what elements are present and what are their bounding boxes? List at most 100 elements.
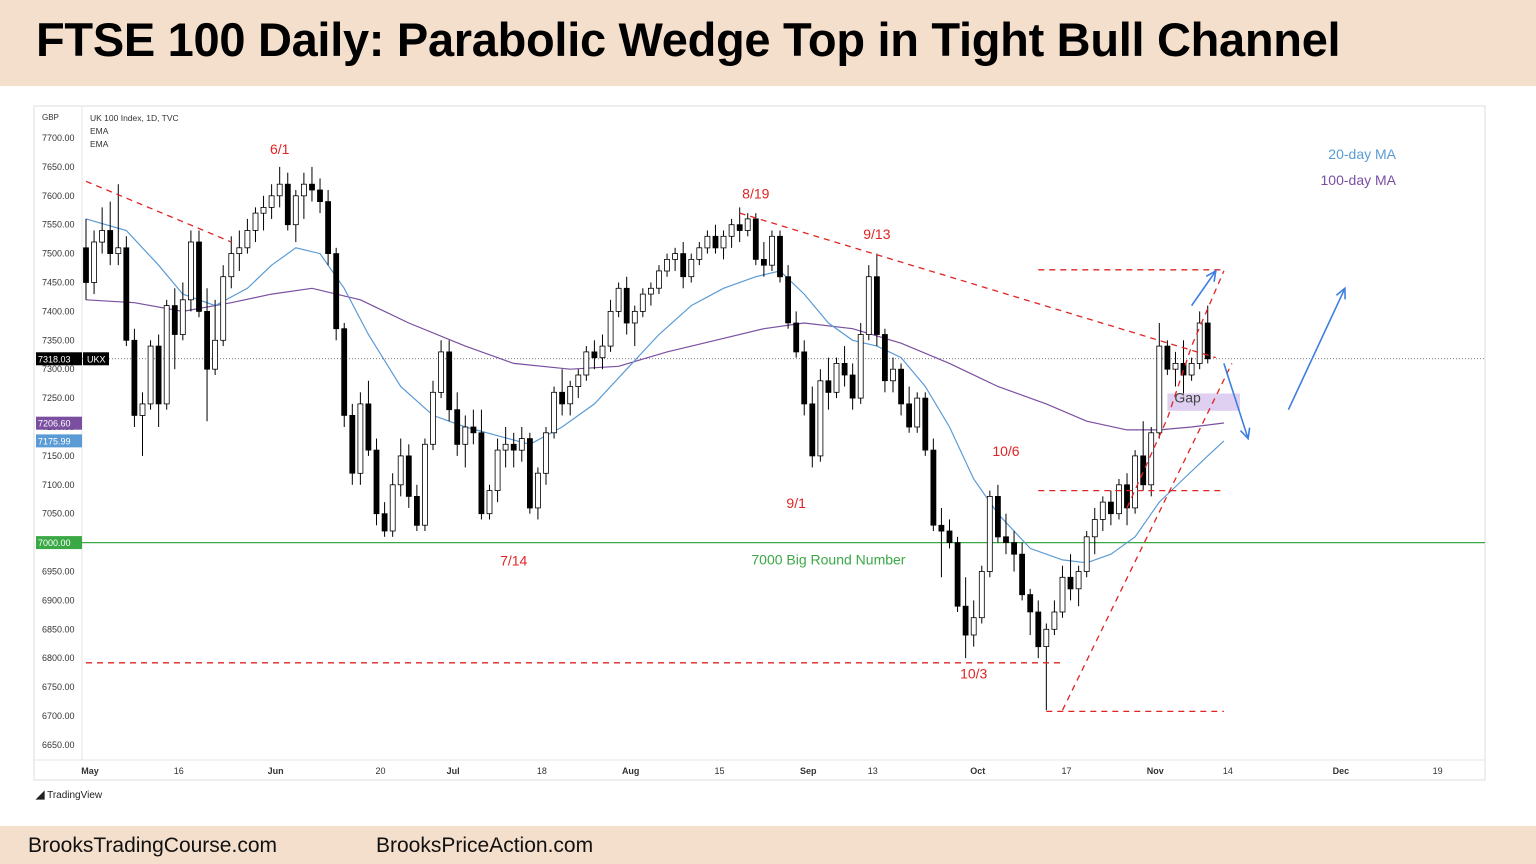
candle xyxy=(1043,623,1050,711)
candle-body xyxy=(123,247,130,341)
footer-link-left[interactable]: BrooksTradingCourse.com xyxy=(28,834,277,857)
x-tick-label: Oct xyxy=(970,766,985,776)
candle xyxy=(865,265,872,341)
candle xyxy=(1099,496,1106,532)
candle xyxy=(906,386,912,433)
chart-annotation: 8/19 xyxy=(742,186,769,202)
candle xyxy=(1188,357,1195,381)
candle xyxy=(712,224,719,254)
candle-body xyxy=(268,195,275,208)
candle-body xyxy=(664,258,670,272)
candle xyxy=(510,432,517,468)
x-tick-label: 19 xyxy=(1433,766,1443,776)
candle xyxy=(389,473,396,537)
candle xyxy=(736,207,743,243)
candle xyxy=(1027,588,1034,636)
chart-frame xyxy=(33,105,1486,781)
x-tick-label: Jun xyxy=(268,766,284,776)
candle-body xyxy=(1051,611,1058,630)
candle-body xyxy=(478,432,485,515)
candle-body xyxy=(527,438,533,509)
x-tick-label: 18 xyxy=(537,766,547,776)
candle xyxy=(446,340,453,422)
candle xyxy=(761,242,767,277)
candle xyxy=(163,299,170,410)
candle xyxy=(890,357,896,393)
candle xyxy=(970,600,977,647)
candle xyxy=(583,346,590,381)
candle-body xyxy=(139,403,146,416)
x-tick-label: 17 xyxy=(1061,766,1071,776)
candle xyxy=(575,369,582,399)
candle xyxy=(744,213,751,237)
candlestick-chart[interactable]: GBP UK 100 Index, 1D, TVC EMA EMA 7700.0… xyxy=(0,86,1536,826)
legend-entry: 100-day MA xyxy=(1321,172,1397,188)
candle-body xyxy=(292,195,299,226)
candle xyxy=(882,328,888,393)
candle xyxy=(1196,311,1203,370)
candle-body xyxy=(502,443,509,451)
candle-body xyxy=(809,403,816,457)
y-tick-label: 6750.00 xyxy=(42,682,75,692)
candle-body xyxy=(309,183,315,191)
candle-body xyxy=(906,403,912,428)
candle-body xyxy=(438,351,445,393)
candle-body xyxy=(510,443,517,451)
candle-body xyxy=(454,409,461,445)
price-tag-label: 7318.03 xyxy=(38,354,71,364)
footer-link-right[interactable]: BrooksPriceAction.com xyxy=(376,834,594,857)
candle xyxy=(333,247,340,341)
price-tag-bg xyxy=(36,352,82,366)
candle-body xyxy=(648,287,654,295)
candle-body xyxy=(300,183,307,197)
candle xyxy=(527,432,533,514)
candle-body xyxy=(1180,362,1187,376)
candle-body xyxy=(171,305,178,335)
candle xyxy=(123,236,130,347)
x-tick-label: Sep xyxy=(800,766,817,776)
candle-body xyxy=(405,455,412,497)
symbol-tag-label: UKX xyxy=(87,354,106,364)
candle-body xyxy=(704,235,711,249)
candle-body xyxy=(1027,594,1034,613)
x-tick-label: Aug xyxy=(622,766,640,776)
candle-body xyxy=(954,542,961,607)
candle-body xyxy=(389,484,396,532)
candle-body xyxy=(284,183,291,226)
candle-body xyxy=(575,374,582,388)
candle xyxy=(494,438,501,503)
candle-body xyxy=(688,258,695,278)
candle-body xyxy=(1108,501,1114,515)
candle xyxy=(268,184,275,219)
candle-body xyxy=(381,513,388,532)
candle-body xyxy=(1188,362,1195,376)
candle-body xyxy=(559,391,565,405)
candle-body xyxy=(179,299,186,335)
candle xyxy=(1019,542,1025,601)
candle xyxy=(502,427,509,468)
tradingview-label: TradingView xyxy=(47,790,103,801)
candle-body xyxy=(793,322,800,353)
candle xyxy=(1108,490,1114,526)
chart-annotation: 7/14 xyxy=(500,553,527,569)
candle xyxy=(591,340,598,370)
candle xyxy=(1083,531,1090,578)
candle-body xyxy=(623,287,630,324)
chart-annotation: 10/3 xyxy=(960,665,987,681)
candle xyxy=(656,265,662,295)
candle-body xyxy=(260,206,267,214)
candle xyxy=(131,328,138,427)
candle xyxy=(1180,340,1187,399)
candle xyxy=(801,340,808,416)
candle xyxy=(930,438,937,532)
price-tag-bg xyxy=(36,434,82,448)
blue-arrow-shaft xyxy=(1223,363,1249,439)
candle xyxy=(954,536,961,612)
candle-body xyxy=(446,351,453,411)
candle-body xyxy=(187,241,194,301)
candle xyxy=(874,253,880,347)
candle xyxy=(204,288,211,422)
candle xyxy=(405,444,412,508)
candle xyxy=(639,288,646,318)
candle xyxy=(623,276,630,335)
